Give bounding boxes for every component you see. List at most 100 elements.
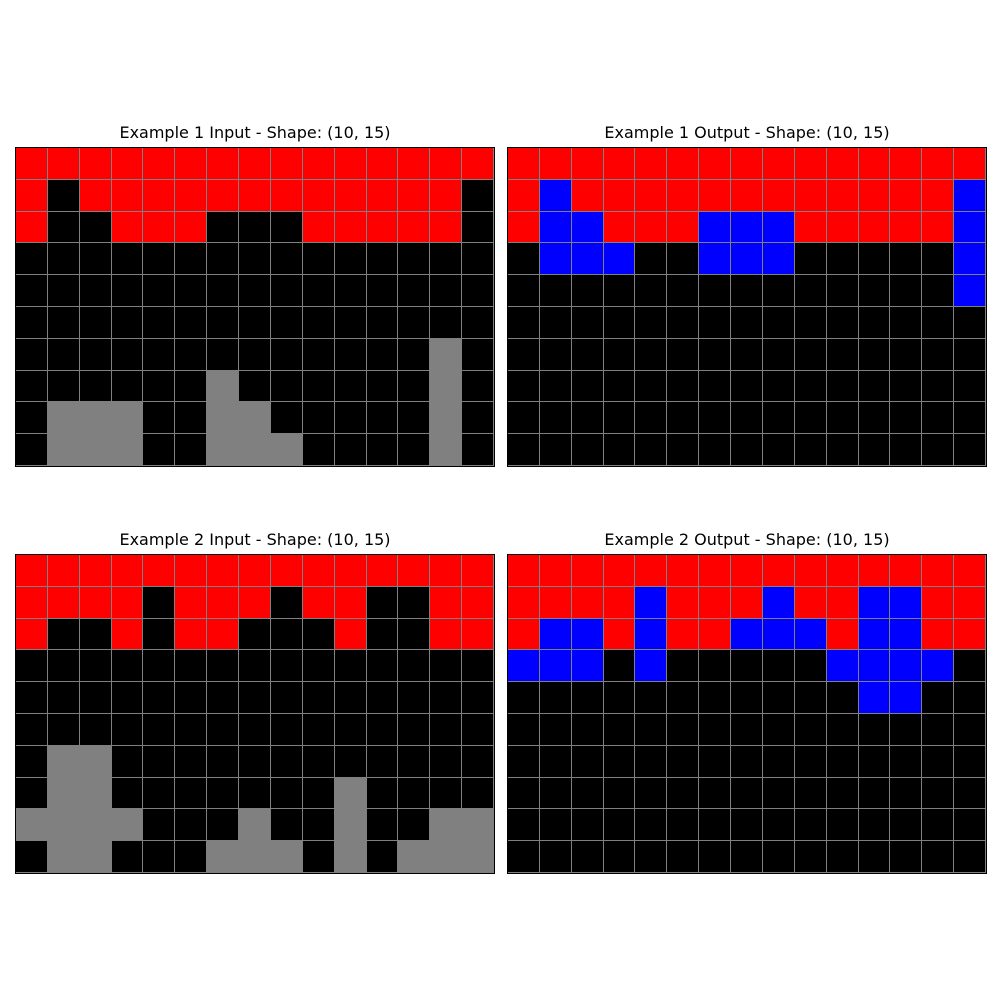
grid-cell [731,338,763,371]
panel-title: Example 2 Input - Shape: (10, 15) [119,530,391,549]
grid-cell [922,777,955,810]
grid-cell [699,650,732,683]
grid-cell [667,370,700,403]
grid-cell [762,555,795,587]
grid-cell [858,650,891,683]
grid-cell [954,713,986,746]
grid-cell [302,338,335,371]
grid-cell [826,306,859,339]
grid-cell [890,179,923,212]
grid-cell [79,338,112,371]
grid-cell [175,338,208,371]
grid-cell [47,148,80,180]
grid-cell [239,402,271,435]
grid-cell [922,243,955,276]
grid-cell [207,275,240,307]
grid-cell [603,338,636,371]
grid-cell [47,402,80,435]
grid-cell [890,402,923,435]
grid-cell [111,179,144,212]
grid-cell [635,745,668,778]
grid-cell [858,370,891,403]
grid-cell [143,809,176,842]
grid-cell [762,618,795,651]
grid-cell [302,682,335,714]
grid-cell [699,275,732,307]
grid-cell [571,809,604,842]
grid-cell [603,650,636,683]
grid-cell [366,841,399,873]
grid-cell [794,841,827,873]
grid-cell [207,586,240,619]
grid-cell [302,402,335,435]
grid-cell [207,148,240,180]
grid-cell [302,841,335,873]
grid-cell [699,586,732,619]
grid-cell [175,179,208,212]
grid-cell [207,179,240,212]
grid-cell [858,745,891,778]
grid-cell [858,434,891,466]
grid-cell [270,434,303,466]
grid-cell [334,841,367,873]
grid-cell [462,555,494,587]
grid-cell [207,243,240,276]
grid-cell [239,179,271,212]
grid-cell [635,243,668,276]
grid-cell [603,306,636,339]
grid-cell [111,555,144,587]
grid-cell [462,370,494,403]
grid-cell [16,434,48,466]
grid-cell [762,306,795,339]
grid-cell [366,745,399,778]
grid-cell [79,650,112,683]
grid-cell [826,777,859,810]
grid-cell [16,338,48,371]
grid-cell [667,650,700,683]
grid-cell [270,275,303,307]
grid-cell [508,370,540,403]
grid-cell [143,777,176,810]
grid-cell [667,618,700,651]
grid-cell [794,370,827,403]
grid-cell [922,370,955,403]
grid-cell [794,809,827,842]
grid-cell [508,809,540,842]
grid-cell [334,338,367,371]
grid-cell [16,713,48,746]
grid-cell [175,586,208,619]
grid-cell [603,809,636,842]
grid-cell [762,275,795,307]
grid-cell [571,777,604,810]
grid-cell [922,555,955,587]
grid-cell [47,745,80,778]
grid-cell [398,745,431,778]
grid-cell [508,179,540,212]
grid-cell [667,809,700,842]
grid-cell [539,745,572,778]
grid-cell [239,275,271,307]
grid-cell [462,306,494,339]
grid-cell [699,555,732,587]
grid-cell [954,586,986,619]
grid-cell [270,370,303,403]
grid-cell [954,402,986,435]
grid-cell [462,682,494,714]
grid-cell [635,555,668,587]
grid-cell [16,777,48,810]
grid-cell [462,275,494,307]
grid-cell [270,402,303,435]
grid-cell [539,306,572,339]
grid-cell [571,555,604,587]
grid-cell [922,338,955,371]
grid-cell [430,682,463,714]
grid-cell [16,586,48,619]
grid-cell [334,555,367,587]
grid-cell [79,777,112,810]
grid-cell [890,745,923,778]
grid-cell [334,148,367,180]
grid-cell [508,650,540,683]
grid-cell [143,586,176,619]
grid-cell [270,338,303,371]
grid-cell [302,650,335,683]
